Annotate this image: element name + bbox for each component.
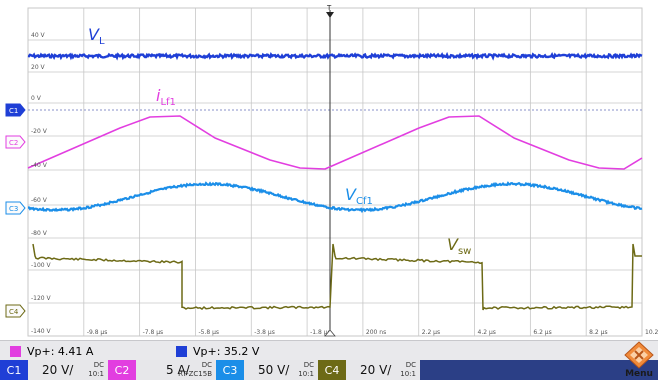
channel-c2-probe: RT-ZC15B xyxy=(178,370,212,378)
channel-markers[interactable]: C1 C2 C3 C4 xyxy=(5,103,26,318)
voltage-label: -140 V xyxy=(31,328,52,335)
channel-c2-settings: 5 A/ DC RT-ZC15B xyxy=(136,360,216,380)
time-label: 200 ns xyxy=(366,329,386,336)
channel-c1-settings: 20 V/ DC 10:1 xyxy=(28,360,108,380)
measurement-c2[interactable]: Vp+: 4.41 A xyxy=(10,343,93,359)
channel-c2-coupling: DC RT-ZC15B xyxy=(178,361,212,379)
channel-c3-label: C3 xyxy=(216,360,244,380)
trace-vl xyxy=(27,51,643,61)
channel-marker-text: C1 xyxy=(9,107,18,115)
channel-bar: C1 20 V/ DC 10:1 C2 5 A/ DC RT-ZC15B C3 50… xyxy=(0,360,658,380)
measurement-c2-text: Vp+: 4.41 A xyxy=(27,344,94,358)
channel-marker-text: C2 xyxy=(9,139,18,147)
waveforms xyxy=(27,51,643,311)
channel-c3-scale: 50 V/ xyxy=(258,363,290,377)
channel-marker-c3[interactable]: C3 xyxy=(5,201,26,215)
channel-c2-coupling-text: DC xyxy=(201,361,212,369)
channel-c4-settings: 20 V/ DC 10:1 xyxy=(346,360,420,380)
trigger-position-icon xyxy=(324,329,336,337)
channel-c4-scale: 20 V/ xyxy=(360,363,392,377)
channel-c2-box[interactable]: C2 5 A/ DC RT-ZC15B xyxy=(108,360,216,380)
channel-c3-probe: 10:1 xyxy=(298,370,314,378)
voltage-label: -80 V xyxy=(31,230,48,237)
channel-c1-box[interactable]: C1 20 V/ DC 10:1 xyxy=(0,360,108,380)
trace-ilf1 xyxy=(27,115,643,170)
voltage-label: 40 V xyxy=(31,32,46,39)
channel-c3-coupling: DC 10:1 xyxy=(298,361,314,379)
label-vcf1: VCf1 xyxy=(345,185,373,207)
time-label: -7.8 µs xyxy=(143,329,164,336)
channel-marker-c4[interactable]: C4 xyxy=(5,304,26,318)
channel-c3-coupling-text: DC xyxy=(303,361,314,369)
trigger-arrow-icon xyxy=(326,12,334,18)
menu-button[interactable]: Menu xyxy=(620,340,658,380)
measurement-c1[interactable]: Vp+: 35.2 V xyxy=(176,343,259,359)
time-label: -9.8 µs xyxy=(87,329,108,336)
channel-c2-label: C2 xyxy=(108,360,136,380)
time-label: 8.2 µs xyxy=(589,329,607,336)
channel-marker-text: C4 xyxy=(9,308,19,316)
measurement-bar: Vp+: 4.41 A Vp+: 35.2 V xyxy=(0,340,658,360)
time-label: -5.8 µs xyxy=(198,329,219,336)
c1-swatch-icon xyxy=(176,345,187,357)
channel-marker-text: C3 xyxy=(9,205,18,213)
menu-label: Menu xyxy=(625,369,653,379)
time-label: 10.2 µs xyxy=(645,329,658,336)
channel-c3-box[interactable]: C3 50 V/ DC 10:1 xyxy=(216,360,318,380)
channel-c4-coupling-text: DC xyxy=(405,361,416,369)
menu-icon xyxy=(624,341,654,369)
voltage-label: -120 V xyxy=(31,295,52,302)
time-label: -1.8 µs xyxy=(310,329,331,336)
label-ilf1: iLf1 xyxy=(156,86,176,108)
channel-c4-coupling: DC 10:1 xyxy=(400,361,416,379)
channel-c1-coupling-text: DC xyxy=(93,361,104,369)
channel-c4-probe: 10:1 xyxy=(400,370,416,378)
voltage-label: -60 V xyxy=(31,197,48,204)
voltage-label: 20 V xyxy=(31,64,46,71)
channel-c2-scale: 5 A/ xyxy=(166,363,190,377)
channel-c1-coupling: DC 10:1 xyxy=(88,361,104,379)
time-label: 4.2 µs xyxy=(478,329,496,336)
voltage-label: -100 V xyxy=(31,262,52,269)
voltage-label: -40 V xyxy=(31,162,48,169)
channel-marker-c1[interactable]: C1 xyxy=(5,103,26,117)
measurement-c1-text: Vp+: 35.2 V xyxy=(193,344,260,358)
channel-c1-label: C1 xyxy=(0,360,28,380)
time-label: -3.8 µs xyxy=(254,329,275,336)
label-vl: VL xyxy=(88,25,105,47)
time-label: 2.2 µs xyxy=(422,329,440,336)
voltage-label: 0 V xyxy=(31,95,42,102)
trace-vsw xyxy=(32,243,642,311)
trigger-marker[interactable]: T xyxy=(324,4,336,337)
time-label: 6.2 µs xyxy=(533,329,551,336)
channel-c1-probe: 10:1 xyxy=(88,370,104,378)
channel-c4-label: C4 xyxy=(318,360,346,380)
channel-c3-settings: 50 V/ DC 10:1 xyxy=(244,360,318,380)
channel-c1-scale: 20 V/ xyxy=(42,363,74,377)
channel-marker-c2[interactable]: C2 xyxy=(5,135,26,149)
scale-labels: 40 V 20 V 0 V -20 V -40 V -60 V -80 V -100 V -12… xyxy=(31,32,658,336)
graticule xyxy=(27,7,643,337)
trigger-text: T xyxy=(326,4,332,12)
voltage-label: -20 V xyxy=(31,128,48,135)
c2-swatch-icon xyxy=(10,345,21,357)
channel-c4-box[interactable]: C4 20 V/ DC 10:1 xyxy=(318,360,420,380)
waveform-display[interactable]: 40 V 20 V 0 V -20 V -40 V -60 V -80 V -100 V -12… xyxy=(0,0,658,340)
trace-vcf1 xyxy=(28,181,643,214)
